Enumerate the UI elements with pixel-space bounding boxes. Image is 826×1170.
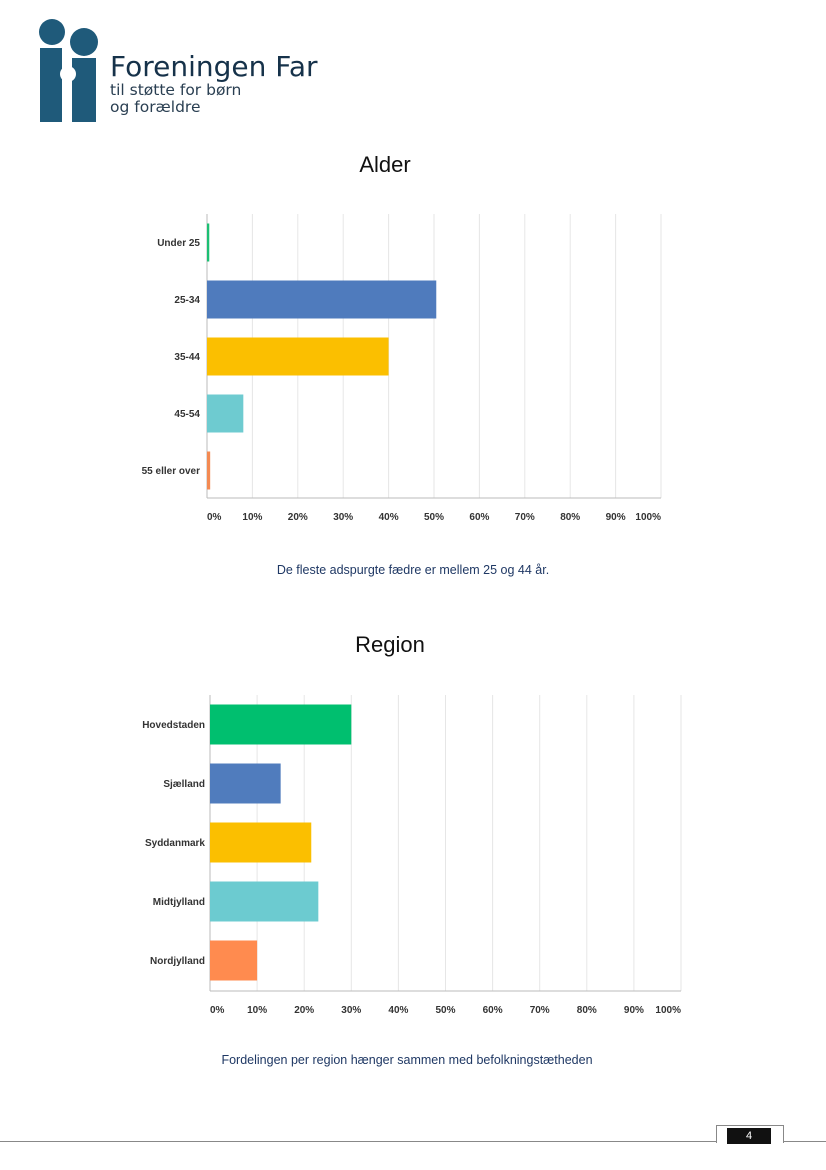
region-chart: Hovedstaden Sjælland Syddanmark Midtjylland…: [142, 695, 682, 1016]
bar-2: [210, 822, 312, 863]
tick-label: 40%: [379, 512, 399, 523]
category-label: 45-54: [174, 409, 200, 420]
bar-0: [207, 223, 210, 262]
logo-mark: [39, 19, 98, 122]
bar-3: [210, 881, 319, 922]
tick-label: 40%: [388, 1005, 408, 1016]
bar-4: [207, 451, 211, 490]
tick-label: 80%: [560, 512, 580, 523]
tick-label: 70%: [530, 1005, 550, 1016]
tick-label: 100%: [635, 512, 661, 523]
tick-label: 30%: [341, 1005, 361, 1016]
tick-label: 10%: [242, 512, 262, 523]
page-number: 4: [727, 1128, 771, 1144]
tick-label: 0%: [207, 512, 222, 523]
bar-0: [210, 704, 352, 745]
tick-label: 0%: [210, 1005, 225, 1016]
tick-label: 30%: [333, 512, 353, 523]
tick-label: 60%: [483, 1005, 503, 1016]
category-label: Hovedstaden: [142, 720, 205, 731]
tick-label: 90%: [624, 1005, 644, 1016]
bar-3: [207, 394, 244, 433]
logo-subtitle-line1: til støtte for børn: [110, 81, 242, 99]
logo-subtitle-line2: og forældre: [110, 98, 201, 116]
region-caption: Fordelingen per region hænger sammen med…: [221, 1053, 593, 1067]
tick-label: 90%: [606, 512, 626, 523]
tick-label: 60%: [469, 512, 489, 523]
tick-label: 70%: [515, 512, 535, 523]
bar-1: [210, 763, 281, 804]
age-chart-title: Alder: [359, 152, 411, 177]
logo-text: Foreningen Far til støtte for børn og fo…: [110, 52, 317, 116]
bar-1: [207, 280, 437, 319]
age-chart: Under 25 25-34 35-44 45-54 55 eller over 0% 10…: [142, 214, 662, 523]
category-label: Sjælland: [163, 779, 205, 790]
footer-line: [0, 1141, 826, 1142]
age-caption: De fleste adspurgte fædre er mellem 25 o…: [276, 563, 550, 577]
category-label: Nordjylland: [150, 956, 205, 967]
bar-2: [207, 337, 389, 376]
category-label: Midtjylland: [153, 897, 205, 908]
tick-label: 20%: [288, 512, 308, 523]
bar-4: [210, 940, 258, 981]
tick-label: 50%: [435, 1005, 455, 1016]
region-chart-title: Region: [355, 632, 425, 657]
tick-label: 10%: [247, 1005, 267, 1016]
tick-label: 80%: [577, 1005, 597, 1016]
category-label: 35-44: [174, 352, 200, 363]
tick-label: 100%: [655, 1005, 681, 1016]
category-label: 25-34: [174, 295, 200, 306]
category-label: 55 eller over: [142, 466, 200, 477]
tick-label: 20%: [294, 1005, 314, 1016]
category-label: Under 25: [157, 238, 200, 249]
logo-title: Foreningen Far: [110, 50, 318, 83]
tick-label: 50%: [424, 512, 444, 523]
category-label: Syddanmark: [145, 838, 205, 849]
